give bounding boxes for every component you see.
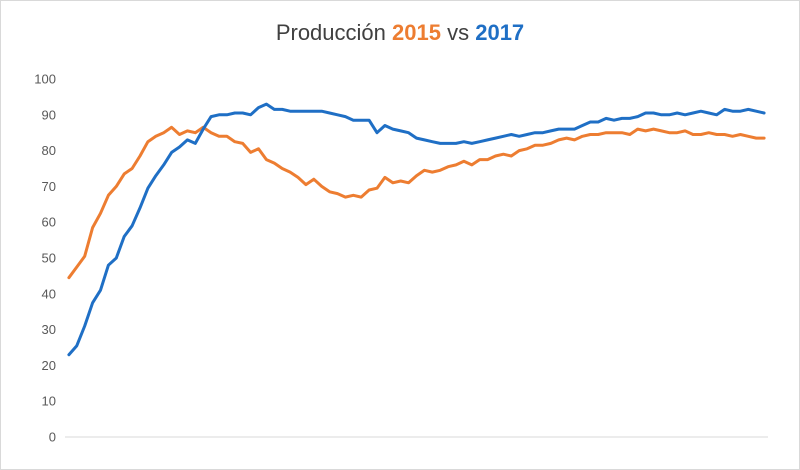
y-tick-label: 60 xyxy=(42,215,56,230)
title-year-2015: 2015 xyxy=(392,20,441,45)
y-tick-label: 30 xyxy=(42,322,56,337)
title-year-2017: 2017 xyxy=(475,20,525,45)
series-line-2015 xyxy=(67,125,766,280)
y-tick-label: 10 xyxy=(42,394,56,409)
y-tick-label: 70 xyxy=(42,179,56,194)
title-prefix: Producción xyxy=(275,20,386,45)
y-tick-label: 40 xyxy=(42,286,56,301)
y-tick-label: 0 xyxy=(49,430,56,445)
y-tick-label: 100 xyxy=(34,72,56,87)
y-tick-label: 80 xyxy=(42,143,56,158)
series-line-2017 xyxy=(67,102,766,357)
title-vs: vs xyxy=(447,20,470,45)
y-tick-label: 90 xyxy=(42,107,56,122)
series-layer xyxy=(67,102,766,357)
axis-layer: 0 10 20 30 40 50 60 70 80 90 100 xyxy=(34,72,768,445)
y-tick-label: 20 xyxy=(42,358,56,373)
chart-title: Producción 2015 vs 2017 xyxy=(0,20,800,46)
y-tick-label: 50 xyxy=(42,251,56,266)
